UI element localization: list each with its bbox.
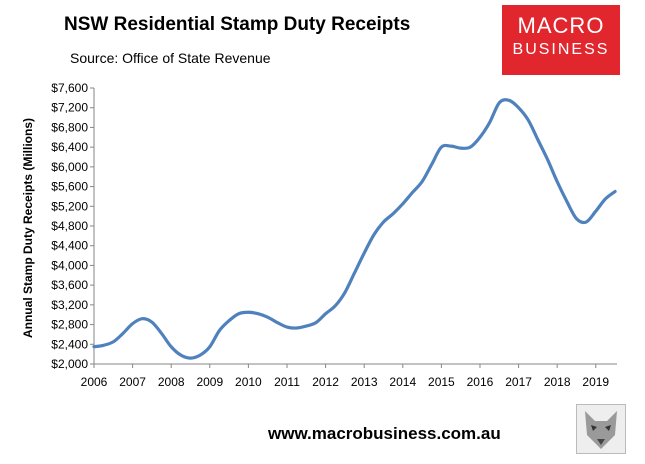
x-tick-label: 2017 [505,375,532,389]
data-point [421,181,422,182]
data-point [277,322,278,323]
data-point [354,272,355,273]
data-point [315,322,316,323]
y-tick-label: $4,800 [51,219,88,233]
data-point [566,201,567,202]
y-tick-label: $6,000 [51,160,88,174]
footer-url: www.macrobusiness.com.au [268,424,501,443]
y-tick-label: $2,400 [51,337,88,351]
y-tick-label: $5,200 [51,199,88,213]
data-point [586,221,587,222]
data-point [344,292,345,293]
chart-subtitle: Source: Office of State Revenue [70,50,271,66]
data-point [238,313,239,314]
y-tick-label: $4,000 [51,258,88,272]
data-point [142,318,143,319]
logo-line-1: MACRO [517,13,605,38]
y-tick-label: $6,400 [51,140,88,154]
data-point [537,139,538,140]
data-point [286,326,287,327]
data-point [151,322,152,323]
data-point [209,346,210,347]
data-point [431,164,432,165]
data-point [470,147,471,148]
data-point [518,107,519,108]
data-point [132,323,133,324]
macrobusiness-logo: MACRO BUSINESS [502,5,620,75]
x-tick-label: 2010 [235,375,262,389]
x-tick-label: 2015 [428,375,455,389]
data-point [383,221,384,222]
data-point [547,159,548,160]
x-tick-label: 2012 [312,375,339,389]
x-tick-label: 2006 [81,375,108,389]
data-point [460,148,461,149]
data-point [325,313,326,314]
data-point [219,330,220,331]
data-point [257,313,258,314]
data-point [489,122,490,123]
data-point [335,305,336,306]
data-point [528,119,529,120]
y-tick-label: $5,600 [51,180,88,194]
x-tick-label: 2011 [274,375,300,389]
y-tick-label: $2,800 [51,318,88,332]
data-point [267,317,268,318]
x-tick-label: 2014 [389,375,416,389]
data-point [113,341,114,342]
x-tick-label: 2013 [351,375,378,389]
x-tick-label: 2008 [158,375,185,389]
y-tick-label: $3,600 [51,278,88,292]
data-point [557,181,558,182]
data-point [499,102,500,103]
x-tick-label: 2009 [196,375,223,389]
x-tick-label: 2016 [467,375,494,389]
data-point [122,333,123,334]
data-point [508,100,509,101]
y-tick-label: $2,000 [51,357,88,371]
data-point [248,312,249,313]
data-point [605,198,606,199]
y-tick-label: $7,200 [51,101,88,115]
chart-title: NSW Residential Stamp Duty Receipts [64,14,411,35]
data-point [479,137,480,138]
data-point [441,147,442,148]
data-point [200,355,201,356]
data-point [93,346,94,347]
data-point [373,234,374,235]
data-point [364,253,365,254]
data-point [412,192,413,193]
data-point [402,203,403,204]
data-point [190,357,191,358]
data-point [171,346,172,347]
wolf-badge-icon [576,404,626,454]
y-tick-label: $7,600 [51,81,88,95]
series-line [92,98,617,360]
x-tick-label: 2018 [544,375,571,389]
data-point [576,218,577,219]
data-point [180,355,181,356]
data-point [450,146,451,147]
data-point [393,213,394,214]
logo-line-2: BUSINESS [512,41,610,58]
y-axis-label: Annual Stamp Duty Receipts (Millions) [21,118,35,338]
y-tick-label: $3,200 [51,298,88,312]
data-point [296,327,297,328]
data-point [614,191,615,192]
data-point [306,325,307,326]
y-tick-label: $6,800 [51,120,88,134]
data-point [103,345,104,346]
data-point [595,211,596,212]
data-point [161,333,162,334]
x-tick-label: 2019 [582,375,609,389]
y-tick-label: $4,400 [51,239,88,253]
x-tick-label: 2007 [119,375,146,389]
data-point [228,320,229,321]
